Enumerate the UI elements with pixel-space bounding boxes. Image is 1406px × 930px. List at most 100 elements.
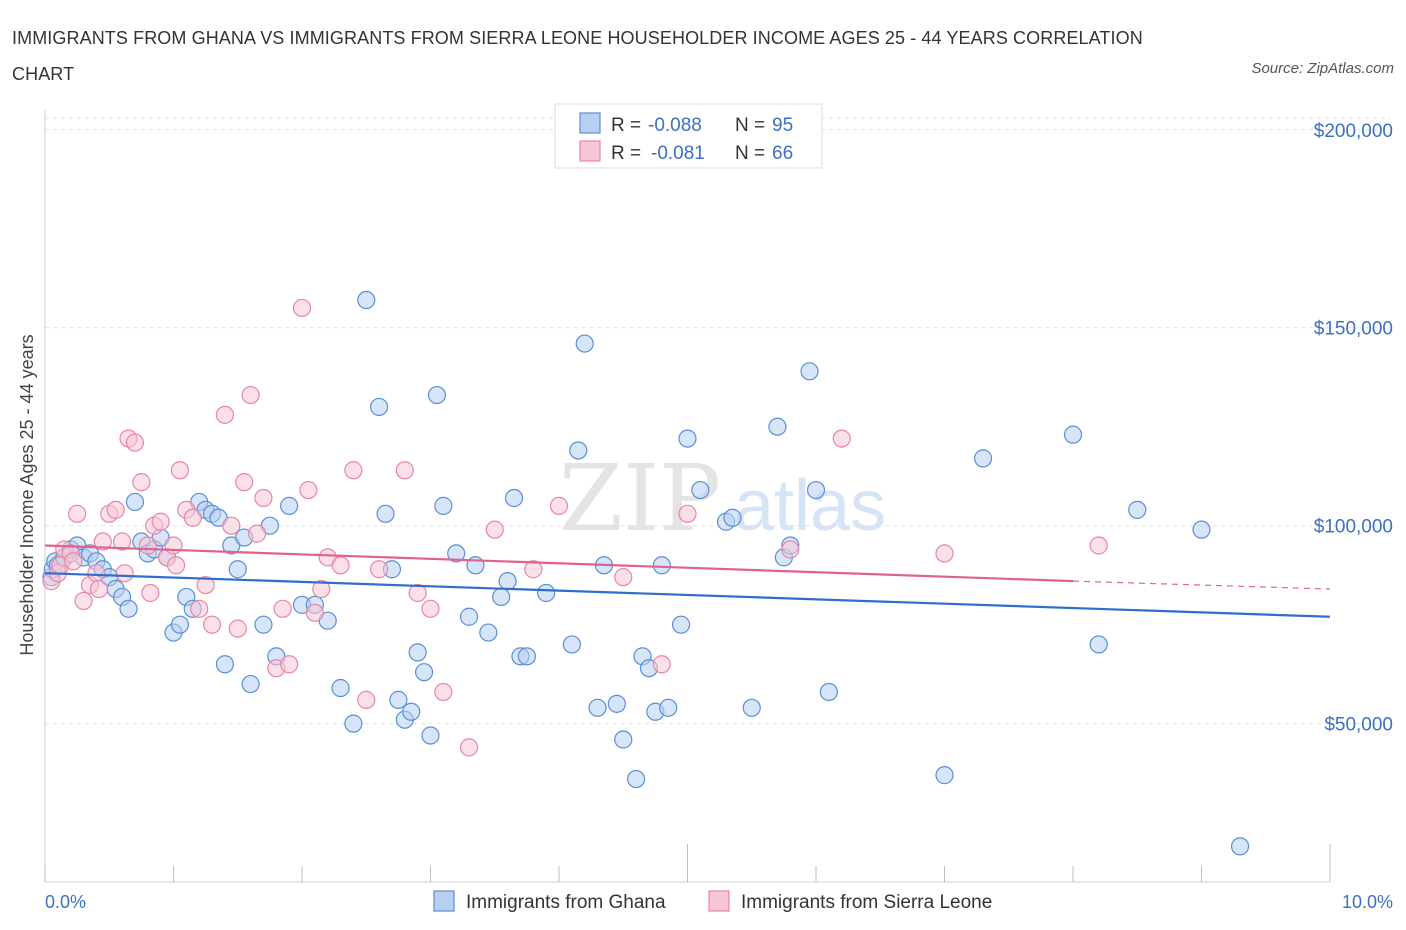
sierra-leone-point-20 [170, 461, 190, 480]
ghana-point-77 [659, 698, 678, 717]
ghana-point-31 [228, 560, 247, 579]
sierra-leone-point-47 [421, 599, 440, 618]
sierra-leone-point-55 [678, 504, 697, 523]
sierra-leone-point-48 [434, 682, 453, 702]
sierra-leone-point-25 [202, 615, 222, 634]
y-tick-label-1: $100,000 [1314, 517, 1393, 538]
sierra-leone-point-51 [524, 560, 543, 579]
ghana-point-29 [215, 655, 234, 674]
trend-lines [44, 544, 1331, 618]
watermark-zip: ZIP [559, 445, 721, 552]
bottom-legend-label-ghana: Immigrants from Ghana [466, 892, 666, 913]
series-legend: Immigrants from Ghana Immigrants from Si… [433, 890, 992, 913]
sierra-leone-point-34 [273, 599, 292, 618]
sierra-leone-point-53 [614, 568, 633, 587]
x-tick-label-1: 10.0% [1342, 892, 1393, 912]
sierra-leone-point-10 [106, 500, 125, 519]
ghana-point-49 [402, 702, 421, 721]
ghana-point-70 [607, 694, 626, 713]
sierra-leone-point-58 [935, 544, 954, 563]
watermark-atlas: atlas [734, 466, 886, 546]
ghana-point-94 [1128, 500, 1147, 519]
ghana-point-52 [421, 726, 440, 745]
sierra-leone-point-49 [459, 738, 479, 757]
ghana-point-82 [723, 508, 742, 527]
ghana-point-90 [935, 766, 954, 785]
sierra-leone-point-42 [344, 461, 363, 480]
trend-line-sierra-leone [44, 544, 1074, 583]
ghana-point-64 [537, 583, 556, 603]
sierra-leone-point-54 [652, 655, 671, 674]
ghana-point-91 [973, 449, 993, 468]
sierra-leone-point-30 [241, 385, 260, 405]
sierra-leone-point-62 [89, 579, 109, 599]
ghana-point-53 [427, 385, 447, 405]
ghana-point-47 [389, 690, 408, 709]
sierra-leone-point-29 [235, 473, 254, 492]
sierra-leone-point-64 [141, 583, 160, 603]
ghana-point-63 [517, 647, 536, 666]
sierra-leone-point-15 [138, 536, 157, 555]
sierra-leone-point-11 [112, 532, 132, 551]
ghana-point-79 [678, 429, 697, 448]
ghana-point-67 [575, 334, 594, 353]
ghana-point-80 [691, 480, 710, 500]
axes [44, 110, 1331, 883]
x-tick-labels: 0.0% 10.0% [45, 892, 1393, 912]
sierra-leone-point-8 [93, 532, 112, 551]
ghana-point-65 [562, 635, 581, 654]
ghana-point-92 [1063, 425, 1083, 444]
sierra-leone-point-24 [196, 575, 215, 595]
sierra-leone-point-32 [254, 488, 273, 508]
sierra-leone-point-43 [357, 690, 376, 709]
y-tick-label-0: $50,000 [1324, 715, 1393, 736]
ghana-point-87 [800, 362, 819, 381]
gridlines [45, 117, 1390, 725]
ghana-point-33 [241, 674, 260, 694]
sierra-leone-point-57 [832, 429, 851, 448]
legend-n-value-sierra-leone: 66 [772, 143, 793, 164]
ghana-point-56 [459, 607, 479, 626]
sierra-leone-point-38 [305, 603, 324, 622]
ghana-point-59 [492, 587, 511, 607]
bottom-legend-swatch-sierra-leone [708, 890, 730, 912]
ghana-point-54 [434, 496, 453, 515]
sierra-leone-point-37 [299, 480, 318, 500]
legend-r-label-sierra-leone: R = [611, 143, 641, 164]
ghana-point-58 [479, 623, 498, 642]
sierra-leone-point-39 [312, 579, 331, 599]
ghana-point-71 [614, 730, 633, 749]
ghana-point-60 [498, 572, 517, 591]
ghana-point-41 [331, 678, 350, 698]
ghana-point-42 [344, 714, 363, 733]
ghana-point-95 [1192, 520, 1211, 539]
ghana-point-55 [447, 544, 466, 563]
x-tick-label-0: 0.0% [45, 892, 86, 912]
sierra-leone-point-14 [132, 473, 151, 492]
ghana-point-61 [504, 488, 524, 508]
legend-swatch-sierra-leone [579, 140, 601, 162]
chart-title: IMMIGRANTS FROM GHANA VS IMMIGRANTS FROM… [12, 28, 1143, 84]
ghana-point-44 [370, 397, 389, 417]
sierra-leone-point-41 [331, 556, 350, 575]
ghana-point-14 [119, 599, 138, 618]
legend-r-label-ghana: R = [611, 115, 641, 136]
sierra-leone-point-46 [408, 583, 427, 603]
ghana-point-37 [280, 496, 299, 515]
ghana-point-78 [671, 615, 691, 634]
y-tick-labels: $50,000 $100,000 $150,000 $200,000 [1314, 121, 1393, 736]
ghana-point-88 [806, 480, 826, 500]
sierra-leone-point-36 [292, 298, 312, 318]
y-tick-label-2: $150,000 [1314, 319, 1393, 340]
sierra-leone-point-27 [222, 516, 241, 535]
ghana-point-84 [768, 417, 787, 436]
sierra-leone-point-26 [215, 405, 234, 424]
series-ghana-points [42, 290, 1250, 856]
bottom-legend-swatch-ghana [433, 890, 455, 912]
ghana-point-72 [626, 769, 646, 789]
sierra-leone-point-7 [87, 564, 106, 583]
watermark: ZIP atlas [559, 445, 886, 552]
y-axis-label: Householder Income Ages 25 - 44 years [17, 334, 37, 655]
sierra-leone-point-4 [68, 504, 87, 523]
